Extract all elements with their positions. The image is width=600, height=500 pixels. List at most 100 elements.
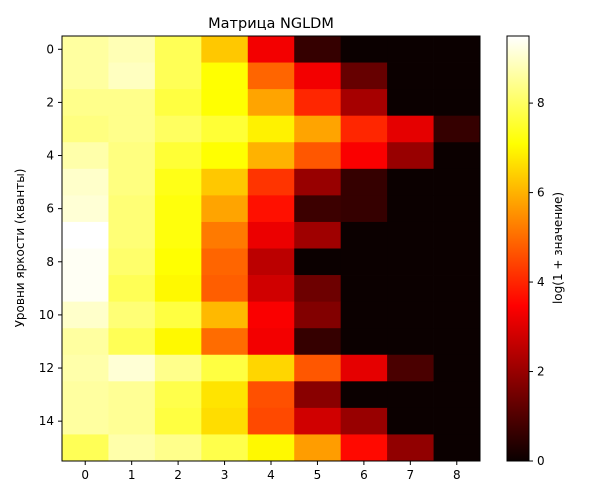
heatmap-cell-r15-c1 (108, 434, 156, 462)
heatmap-cell-r11-c3 (201, 328, 249, 356)
heatmap-cell-r7-c7 (387, 221, 434, 249)
heatmap-cell-r6-c8 (433, 195, 481, 223)
heatmap-cell-r12-c0 (62, 354, 109, 382)
heatmap-cell-r5-c4 (247, 168, 295, 196)
heatmap-cell-r4-c6 (340, 142, 388, 170)
heatmap-cell-r7-c5 (294, 221, 342, 249)
heatmap-cell-r11-c1 (108, 328, 156, 356)
y-tick-label: 2 (46, 95, 54, 109)
heatmap-cell-r15-c6 (340, 434, 388, 462)
heatmap-cell-r4-c1 (108, 142, 156, 170)
heatmap-cell-r4-c3 (201, 142, 249, 170)
heatmap-cell-r13-c5 (294, 381, 342, 409)
heatmap-cell-r9-c3 (201, 275, 249, 303)
heatmap-cell-r2-c0 (62, 89, 109, 117)
heatmap-cell-r8-c5 (294, 248, 342, 276)
heatmap-cell-r11-c0 (62, 328, 109, 356)
heatmap-cell-r9-c0 (62, 275, 109, 303)
heatmap-cell-r13-c7 (387, 381, 434, 409)
y-tick-label: 8 (46, 255, 54, 269)
heatmap-cell-r9-c1 (108, 275, 156, 303)
heatmap-cell-r14-c7 (387, 407, 434, 435)
heatmap-cell-r12-c5 (294, 354, 342, 382)
heatmap-cell-r10-c1 (108, 301, 156, 329)
heatmap-cell-r4-c2 (154, 142, 202, 170)
heatmap-cell-r3-c8 (433, 115, 481, 143)
heatmap-cell-r5-c3 (201, 168, 249, 196)
heatmap-cell-r2-c1 (108, 89, 156, 117)
heatmap-cell-r14-c8 (433, 407, 481, 435)
chart-title: Матрица NGLDM (208, 16, 334, 32)
colorbar-ticks: 0 2 4 6 8 (529, 96, 545, 468)
x-tick-label: 4 (267, 468, 275, 482)
heatmap-cell-r12-c1 (108, 354, 156, 382)
heatmap-cell-r1-c0 (62, 62, 109, 90)
colorbar-tick-label: 2 (537, 365, 545, 379)
heatmap-cell-r10-c2 (154, 301, 202, 329)
heatmap-cell-r10-c5 (294, 301, 342, 329)
x-axis-ticks: 0 1 2 3 4 5 6 7 8 (81, 461, 461, 482)
heatmap-cell-r2-c6 (340, 89, 388, 117)
heatmap-cell-r12-c8 (433, 354, 481, 382)
x-tick-label: 6 (360, 468, 368, 482)
heatmap-cell-r3-c2 (154, 115, 202, 143)
heatmap-cell-r0-c5 (294, 36, 342, 63)
heatmap-cell-r0-c0 (62, 36, 109, 63)
heatmap-cell-r11-c8 (433, 328, 481, 356)
heatmap-cell-r2-c3 (201, 89, 249, 117)
y-axis-label: Уровни яркости (кванты) (13, 169, 27, 328)
heatmap-cell-r0-c6 (340, 36, 388, 63)
heatmap-cell-r1-c5 (294, 62, 342, 90)
heatmap-cell-r0-c4 (247, 36, 295, 63)
heatmap-cell-r2-c7 (387, 89, 434, 117)
colorbar-tick-label: 4 (537, 275, 545, 289)
colorbar-tick-label: 8 (537, 96, 545, 110)
heatmap-cell-r15-c7 (387, 434, 434, 462)
heatmap-cell-r6-c4 (247, 195, 295, 223)
heatmap-cell-r9-c8 (433, 275, 481, 303)
heatmap-cell-r1-c3 (201, 62, 249, 90)
colorbar-gradient (506, 35, 530, 462)
heatmap-cell-r1-c1 (108, 62, 156, 90)
heatmap-cell-r12-c3 (201, 354, 249, 382)
heatmap-cell-r9-c6 (340, 275, 388, 303)
heatmap-cell-r14-c4 (247, 407, 295, 435)
heatmap-cell-r10-c7 (387, 301, 434, 329)
heatmap-cell-r10-c8 (433, 301, 481, 329)
heatmap-cell-r14-c0 (62, 407, 109, 435)
heatmap-cell-r14-c3 (201, 407, 249, 435)
heatmap-cell-r7-c8 (433, 221, 481, 249)
heatmap-cell-r8-c1 (108, 248, 156, 276)
heatmap-cell-r12-c7 (387, 354, 434, 382)
heatmap-cell-r11-c7 (387, 328, 434, 356)
heatmap-cell-r11-c5 (294, 328, 342, 356)
heatmap-cell-r1-c7 (387, 62, 434, 90)
heatmap-cell-r1-c8 (433, 62, 481, 90)
y-tick-label: 14 (39, 414, 54, 428)
colorbar-label: log(1 + значение) (551, 192, 565, 304)
x-tick-label: 8 (453, 468, 461, 482)
heatmap-cell-r4-c4 (247, 142, 295, 170)
x-tick-label: 3 (221, 468, 229, 482)
heatmap-cell-r12-c4 (247, 354, 295, 382)
heatmap-cell-r0-c3 (201, 36, 249, 63)
heatmap-cell-r13-c8 (433, 381, 481, 409)
heatmap-cell-r5-c8 (433, 168, 481, 196)
heatmap-cell-r15-c5 (294, 434, 342, 462)
heatmap-cell-r2-c8 (433, 89, 481, 117)
heatmap-cell-r15-c8 (433, 434, 481, 462)
heatmap-cell-r13-c4 (247, 381, 295, 409)
heatmap-cell-r10-c3 (201, 301, 249, 329)
heatmap-cell-r3-c0 (62, 115, 109, 143)
heatmap-cell-r15-c0 (62, 434, 109, 462)
heatmap-cell-r13-c2 (154, 381, 202, 409)
heatmap-cell-r1-c6 (340, 62, 388, 90)
heatmap-cell-r6-c1 (108, 195, 156, 223)
heatmap-cell-r10-c0 (62, 301, 109, 329)
heatmap-cell-r0-c2 (154, 36, 202, 63)
heatmap-cell-r5-c1 (108, 168, 156, 196)
heatmap-cell-r10-c6 (340, 301, 388, 329)
heatmap-cell-r7-c1 (108, 221, 156, 249)
heatmap-cell-r5-c2 (154, 168, 202, 196)
heatmap-cell-r1-c2 (154, 62, 202, 90)
